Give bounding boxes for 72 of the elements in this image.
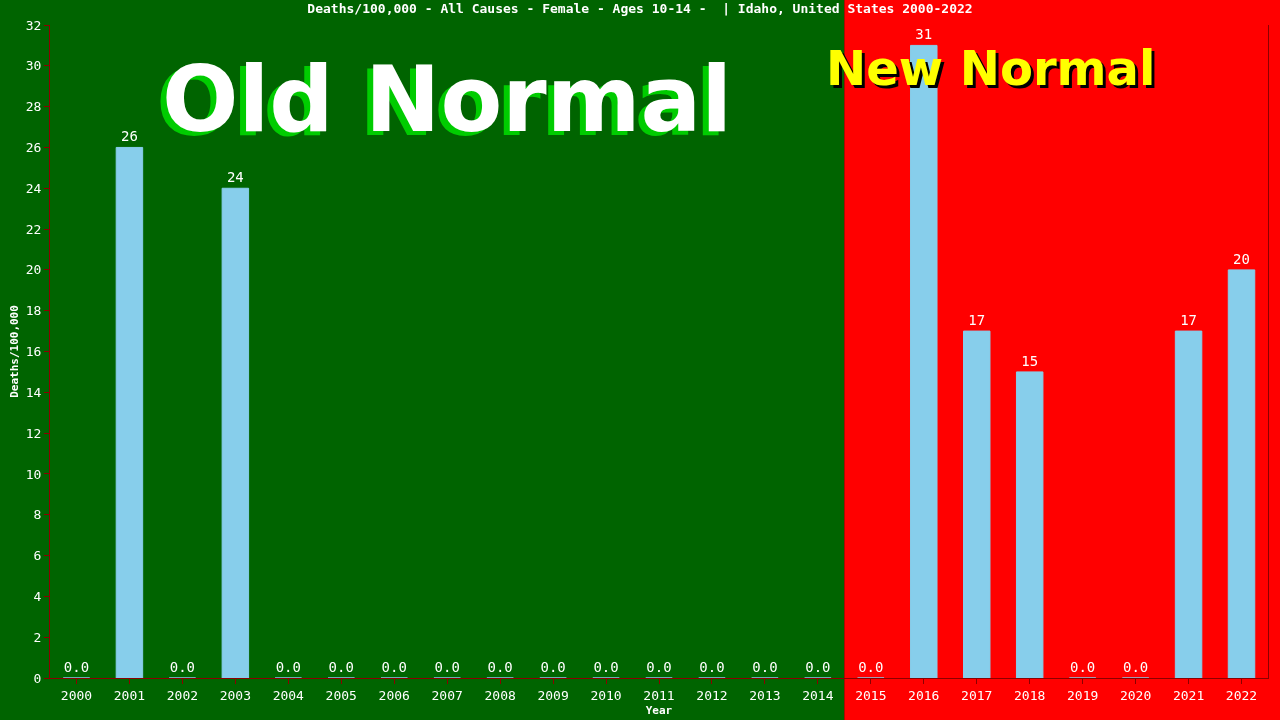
data-label: 31 [915,26,933,43]
x-tick-label: 2001 [113,687,146,703]
data-label: 26 [121,128,138,145]
data-label: 0.0 [328,659,354,675]
bar [963,330,991,678]
x-axis-title: Year [645,703,673,717]
y-tick-label: 16 [25,344,42,360]
data-label: 0.0 [1122,659,1149,675]
x-tick-label: 2007 [431,687,463,703]
x-tick-label: 2013 [749,687,781,703]
x-tick-label: 2006 [378,687,410,703]
x-tick-label: 2019 [1066,687,1099,703]
y-tick-label: 28 [25,99,42,115]
x-tick-label: 2010 [590,687,622,703]
data-label: 0.0 [381,659,407,675]
data-label: 0.0 [805,659,831,675]
data-label: 0.0 [752,659,778,675]
data-label: 0.0 [63,659,90,675]
chart-title: Deaths/100,000 - All Causes - Female - Ages 10-14 - | Idaho, United States 2000-2022 [307,0,973,16]
y-tick-label: 8 [33,507,42,523]
data-label: 0.0 [699,659,725,675]
x-tick-label: 2020 [1119,687,1152,703]
y-tick-label: 18 [25,303,42,319]
x-tick-label: 2012 [696,687,728,703]
x-tick-label: 2009 [537,687,569,703]
x-tick-label: 2016 [908,687,940,703]
data-label: 0.0 [646,659,672,675]
y-tick-label: 30 [25,58,42,74]
data-label: 0.0 [593,659,619,675]
x-tick-label: 2004 [272,687,305,703]
y-tick-label: 20 [25,262,42,278]
data-label: 20 [1233,250,1250,267]
x-tick-label: 2021 [1172,687,1205,703]
y-tick-label: 4 [33,588,42,604]
x-tick-label: 2014 [802,687,834,703]
x-tick-label: 2005 [325,687,357,703]
x-tick-label: 2015 [855,687,887,703]
x-tick-label: 2011 [643,687,675,703]
bar [115,146,144,678]
data-label: 0.0 [434,659,460,675]
data-label: 0.0 [275,659,301,675]
y-tick-label: 26 [25,139,42,155]
data-label: 0.0 [540,659,566,675]
y-tick-label: 14 [25,384,42,400]
x-tick-label: 2017 [961,687,993,703]
y-tick-label: 12 [25,425,42,441]
data-label: 17 [968,312,986,329]
y-tick-label: 6 [33,548,42,564]
y-tick-label: 24 [25,180,42,196]
x-tick-label: 2018 [1014,687,1046,703]
x-tick-label: 2003 [219,687,252,703]
y-tick-label: 32 [25,17,42,33]
x-tick-label: 2002 [166,687,199,703]
bar [1015,371,1044,678]
data-label: 24 [226,169,244,186]
bar [221,187,250,678]
x-tick-label: 2022 [1225,687,1258,703]
data-label: 0.0 [858,659,884,675]
data-label: 0.0 [1070,659,1096,675]
data-label: 0.0 [169,659,196,675]
y-tick-label: 10 [25,466,42,482]
y-tick-label: 2 [33,629,42,645]
data-label: 17 [1180,312,1197,329]
y-axis-title: Deaths/100,000 [8,305,22,398]
x-tick-label: 2008 [484,687,516,703]
y-tick-label: 22 [25,221,42,237]
bar [1174,330,1203,678]
data-label: 15 [1021,352,1039,369]
data-label: 0.0 [487,659,513,675]
x-tick-label: 2000 [60,687,93,703]
y-tick-label: 0 [33,670,42,686]
bar [1227,269,1256,678]
